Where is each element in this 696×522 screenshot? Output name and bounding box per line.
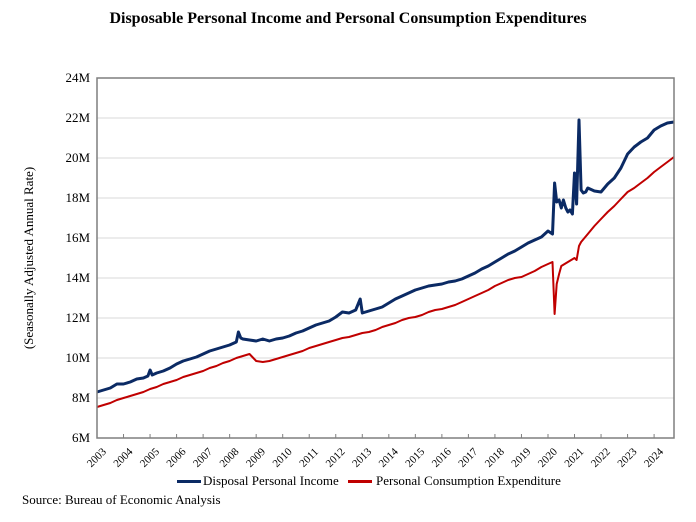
x-tick-label: 2009 [244,446,268,470]
x-axis-ticks: 2003 2004 2005 2006 2007 2008 2009 2010 2011 2012… [85,434,666,470]
x-tick-label: 2004 [111,446,135,470]
x-tick-label: 2017 [456,446,480,470]
legend-label-income: Disposal Personal Income [203,473,339,488]
x-tick-label: 2006 [164,446,188,470]
legend-item-consumption: Personal Consumption Expenditure [348,473,561,489]
y-tick-label: 18M [65,190,90,205]
y-tick-label: 16M [65,230,90,245]
x-tick-label: 2007 [191,446,215,470]
x-tick-label: 2021 [562,446,586,470]
series-line-consumption-expenditure [96,156,675,408]
plot-frame [96,77,675,439]
x-tick-label: 2014 [377,446,401,470]
y-tick-label: 12M [65,310,90,325]
legend-label-consumption: Personal Consumption Expenditure [376,473,561,488]
gridlines [97,77,674,399]
x-tick-label: 2012 [324,446,348,470]
x-tick-label: 2023 [615,446,639,470]
y-tick-label: 6M [72,430,91,445]
y-tick-label: 20M [65,150,90,165]
legend-swatch-consumption [348,479,372,483]
x-tick-label: 2018 [483,446,507,470]
y-tick-label: 14M [65,270,90,285]
x-tick-label: 2003 [85,446,109,470]
legend-item-income: Disposal Personal Income [177,473,339,489]
x-tick-label: 2015 [403,446,427,470]
y-tick-label: 22M [65,110,90,125]
x-tick-label: 2016 [430,446,454,470]
chart-title: Disposable Personal Income and Personal … [109,10,587,27]
x-tick-label: 2019 [509,446,533,470]
legend-swatch-income [177,479,201,483]
x-tick-label: 2020 [536,446,560,470]
y-tick-label: 24M [65,70,90,85]
series-lines [96,118,675,408]
x-tick-label: 2011 [297,446,321,470]
x-tick-label: 2024 [642,446,666,470]
y-axis-ticks: 6M 8M 10M 12M 14M 16M 18M 20M 22M 24M [65,70,90,445]
source-note: Source: Bureau of Economic Analysis [22,492,221,507]
y-tick-label: 10M [65,350,90,365]
x-tick-label: 2022 [589,446,613,470]
x-tick-label: 2008 [218,446,242,470]
x-tick-label: 2010 [271,446,295,470]
legend: Disposal Personal Income Personal Consum… [0,473,696,491]
y-tick-label: 8M [72,390,91,405]
series-line-disposable-income [96,118,675,394]
y-axis-label: (Seasonally Adjusted Annual Rate) [21,167,36,349]
x-tick-label: 2005 [138,446,162,470]
x-tick-label: 2013 [350,446,374,470]
